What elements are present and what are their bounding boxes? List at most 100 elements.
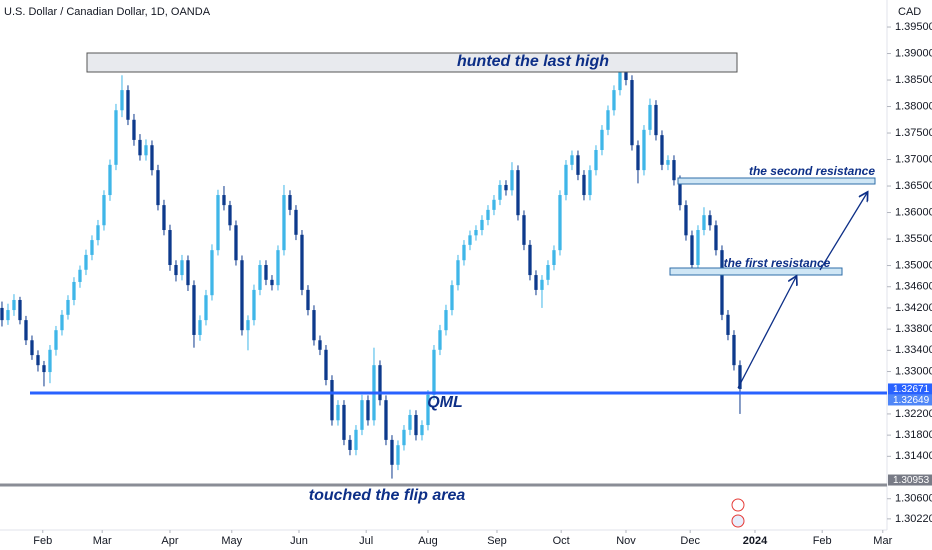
candle-body <box>186 260 190 286</box>
candle-body <box>624 69 628 81</box>
x-tick-label: Mar <box>873 535 892 547</box>
x-tick-label: Jul <box>359 535 373 547</box>
annotation: the first resistance <box>724 256 831 270</box>
y-tick-label: 1.34200 <box>895 302 932 314</box>
candle-body <box>96 225 100 241</box>
candle-body <box>138 139 142 156</box>
x-tick-label: Jun <box>290 535 308 547</box>
candle-body <box>408 414 412 430</box>
x-tick-label: Aug <box>418 535 438 547</box>
candle-body <box>426 394 430 426</box>
candle-body <box>468 235 472 245</box>
y-tick-label: 1.33800 <box>895 323 932 335</box>
candle-body <box>258 265 262 290</box>
candle-body <box>198 320 202 335</box>
y-tick-label: 1.36000 <box>895 206 932 218</box>
candle-body <box>714 225 718 251</box>
price-label-bg <box>888 383 932 395</box>
candle-body <box>546 265 550 280</box>
candle-body <box>438 330 442 350</box>
candle-body <box>66 299 70 315</box>
chart-title: U.S. Dollar / Canadian Dollar, 1D, OANDA <box>4 6 211 18</box>
candle-body <box>222 195 226 206</box>
candle-body <box>582 174 586 196</box>
candle-body <box>684 205 688 236</box>
candle-body <box>90 240 94 255</box>
candle-body <box>234 225 238 261</box>
candle-body <box>648 104 652 130</box>
candle-body <box>636 145 640 171</box>
candle-body <box>384 400 388 440</box>
candle-body <box>168 230 172 265</box>
candle-body <box>294 209 298 235</box>
x-tick-label: Nov <box>616 535 636 547</box>
candle-body <box>432 349 436 395</box>
x-tick-label: Sep <box>487 535 507 547</box>
candle-body <box>402 429 406 446</box>
price-label: 1.30953 <box>893 475 930 486</box>
event-icon <box>731 514 745 528</box>
candle-body <box>666 160 670 165</box>
candle-body <box>516 170 520 216</box>
price-label-bg <box>888 394 932 406</box>
candle-body <box>30 340 34 356</box>
x-tick-label: Feb <box>813 535 832 547</box>
candle-body <box>324 349 328 381</box>
candle-body <box>270 279 274 286</box>
candle-body <box>606 110 610 130</box>
candle-body <box>336 404 340 421</box>
candle-body <box>48 349 52 373</box>
y-tick-label: 1.38000 <box>895 100 932 112</box>
y-tick-label: 1.39000 <box>895 47 932 59</box>
candle-body <box>360 400 364 430</box>
candle-body <box>726 314 730 335</box>
x-tick-label: May <box>221 535 242 547</box>
candle-body <box>156 170 160 206</box>
y-tick-label: 1.34600 <box>895 281 932 293</box>
candle-body <box>504 184 508 191</box>
candle-body <box>72 281 76 300</box>
y-tick-label: 1.30600 <box>895 493 932 505</box>
candle-body <box>420 425 424 436</box>
candle-body <box>354 429 358 450</box>
y-tick-label: 1.39500 <box>895 21 932 33</box>
candle-body <box>192 285 196 335</box>
x-tick-label: Oct <box>553 535 570 547</box>
candle-body <box>474 230 478 236</box>
candle-body <box>276 250 280 286</box>
candle-body <box>300 234 304 290</box>
annotation: hunted the last high <box>457 53 609 70</box>
candle-body <box>456 260 460 286</box>
y-tick-label: 1.30220 <box>895 513 932 525</box>
candle-body <box>108 164 112 196</box>
candle-body <box>216 195 220 251</box>
y-tick-label: 1.37000 <box>895 153 932 165</box>
candle-body <box>120 90 124 111</box>
candle-body <box>24 320 28 341</box>
candle-body <box>180 260 184 276</box>
candle-body <box>42 365 46 373</box>
candle-body <box>60 314 64 331</box>
candle-body <box>588 170 592 196</box>
candle-body <box>732 334 736 366</box>
candle-body <box>570 155 574 165</box>
candle-body <box>114 110 118 165</box>
candle-body <box>738 365 742 390</box>
candle-body <box>18 299 22 321</box>
candle-body <box>162 205 166 231</box>
candle-body <box>210 250 214 296</box>
annotation: the second resistance <box>749 164 875 178</box>
candle-body <box>378 365 382 401</box>
y-tick-label: 1.31400 <box>895 450 932 462</box>
zone-box <box>677 177 876 185</box>
x-tick-label: Feb <box>33 535 52 547</box>
candle-body <box>450 285 454 311</box>
candle-body <box>330 380 334 421</box>
y-tick-label: 1.37500 <box>895 127 932 139</box>
y-tick-label: 1.38500 <box>895 74 932 86</box>
candle-body <box>54 330 58 350</box>
candle-body <box>36 355 40 366</box>
candle-body <box>672 160 676 181</box>
candle-body <box>654 104 658 136</box>
